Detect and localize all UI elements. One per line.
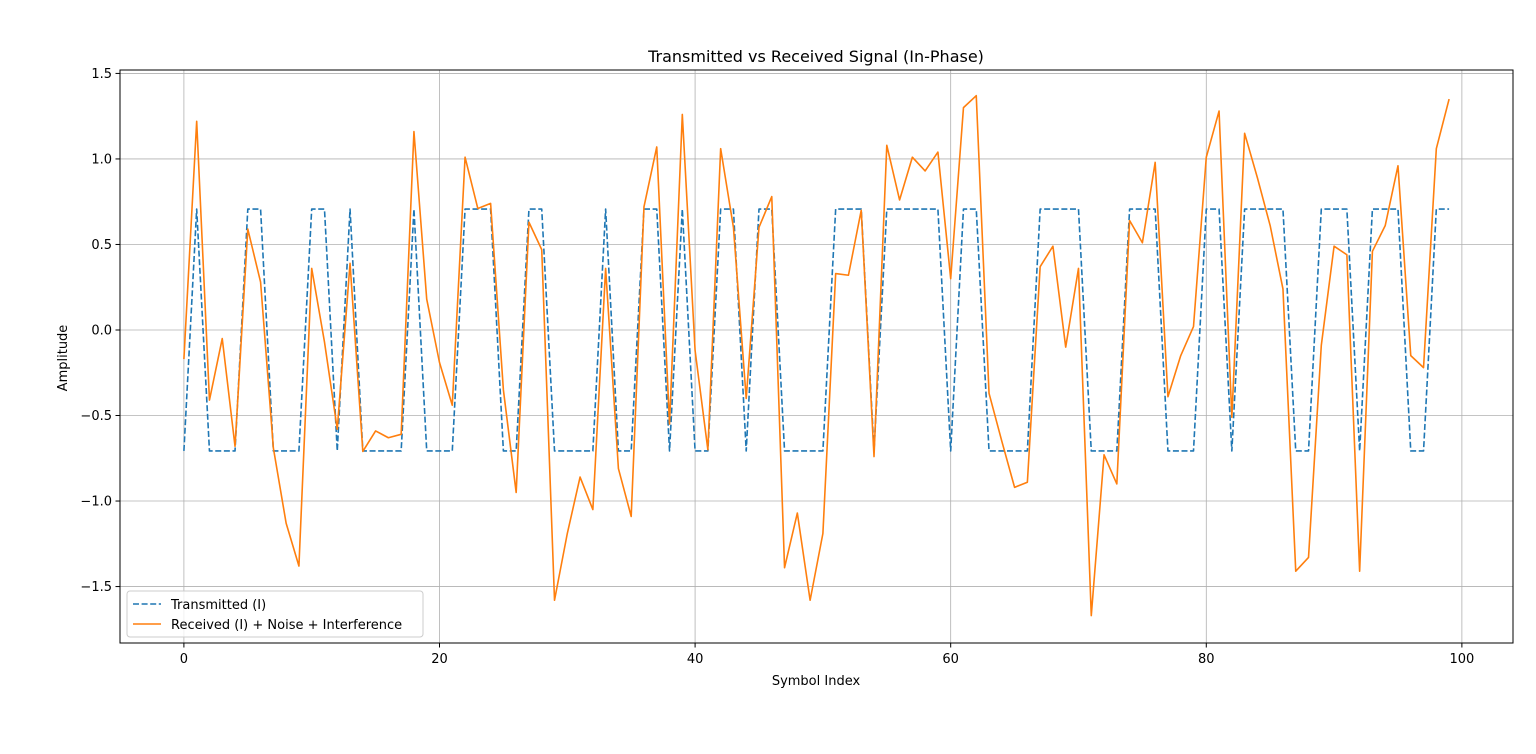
y-axis-label: Amplitude — [56, 325, 71, 392]
x-tick-label: 40 — [687, 652, 704, 667]
y-tick-label: 0.0 — [91, 323, 112, 338]
legend-box — [126, 590, 424, 638]
x-tick-label: 20 — [431, 652, 448, 667]
x-tick-label: 100 — [1449, 652, 1474, 667]
series-group — [183, 94, 1450, 617]
chart-title: Transmitted vs Received Signal (In-Phase… — [647, 47, 984, 66]
legend-label-transmitted: Transmitted (I) — [170, 598, 266, 613]
y-tick-label: 1.5 — [91, 67, 112, 82]
x-tick-label: 0 — [180, 652, 188, 667]
series-line-received — [183, 94, 1450, 617]
y-tick-label: −0.5 — [80, 409, 112, 424]
legend-label-received: Received (I) + Noise + Interference — [171, 618, 402, 633]
y-tick-label: −1.5 — [80, 580, 112, 595]
x-tick-label: 80 — [1198, 652, 1215, 667]
y-tick-label: −1.0 — [80, 495, 112, 510]
x-axis-label: Symbol Index — [772, 674, 861, 689]
x-tick-label: 60 — [942, 652, 959, 667]
legend: Transmitted (I) Received (I) + Noise + I… — [126, 590, 424, 638]
plot-frame — [119, 69, 1514, 644]
y-tick-label: 0.5 — [91, 238, 112, 253]
series-line-transmitted — [183, 208, 1450, 452]
ticks: 0 20 40 60 80 100 −1.5 −1.0 −0.5 0.0 0.5 1.0 1.5 — [80, 67, 1474, 667]
y-tick-label: 1.0 — [91, 152, 112, 167]
